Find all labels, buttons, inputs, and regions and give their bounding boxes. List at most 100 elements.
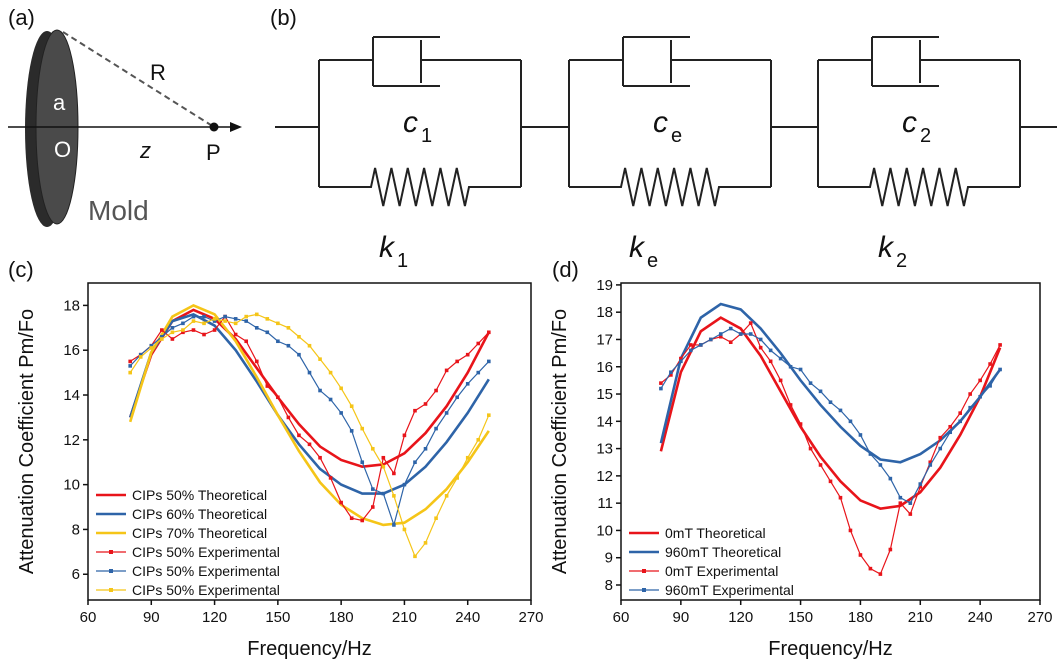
marker xyxy=(444,411,449,415)
marker xyxy=(818,389,823,394)
marker xyxy=(659,386,663,391)
x-tick-label: 60 xyxy=(613,609,630,626)
x-tick-label: 240 xyxy=(968,609,993,626)
x-tick-label: 120 xyxy=(202,609,227,626)
marker xyxy=(758,337,763,342)
series-line xyxy=(128,312,490,495)
marker xyxy=(679,356,683,361)
marker xyxy=(370,487,375,491)
marker xyxy=(908,512,913,516)
spring xyxy=(569,167,771,207)
marker xyxy=(978,394,982,399)
marker xyxy=(160,334,164,339)
marker xyxy=(318,455,322,460)
marker xyxy=(212,317,217,321)
symbol: c xyxy=(403,106,418,139)
marker xyxy=(381,455,386,460)
x-tick-label: 60 xyxy=(80,609,97,626)
x-tick-label: 90 xyxy=(673,609,690,626)
marker xyxy=(958,411,962,415)
mold-label: Mold xyxy=(88,195,149,226)
y-tick-label: 6 xyxy=(72,566,80,583)
legend-label: CIPs 50% Experimental xyxy=(132,544,280,560)
marker xyxy=(434,426,438,431)
marker xyxy=(669,373,673,377)
damper xyxy=(569,36,771,87)
marker xyxy=(413,408,417,413)
wire xyxy=(568,60,772,187)
y-tick-label: 9 xyxy=(605,550,613,567)
marker xyxy=(928,460,933,465)
x-tick-label: 270 xyxy=(1027,609,1052,626)
marker xyxy=(402,482,407,487)
y-tick-label: 18 xyxy=(596,304,613,321)
marker xyxy=(149,346,154,350)
marker xyxy=(898,501,903,505)
spring xyxy=(818,167,1020,207)
symbol: c xyxy=(902,106,917,139)
marker xyxy=(718,334,723,339)
label-o: O xyxy=(54,137,71,162)
marker xyxy=(191,319,196,323)
y-tick-label: 19 xyxy=(596,277,613,294)
legend-label: CIPs 50% Theoretical xyxy=(132,487,267,503)
marker xyxy=(898,495,903,500)
y-tick-label: 16 xyxy=(63,342,80,359)
marker xyxy=(254,359,259,364)
legend-marker xyxy=(109,588,113,592)
marker xyxy=(265,330,270,335)
marker xyxy=(423,402,428,406)
marker xyxy=(938,446,943,451)
subscript: e xyxy=(671,125,682,147)
y-tick-label: 16 xyxy=(596,359,613,376)
legend-label: 0mT Theoretical xyxy=(665,525,766,541)
symbol: k xyxy=(629,231,646,264)
marker xyxy=(349,429,354,433)
wire xyxy=(817,60,1021,187)
marker xyxy=(392,523,396,527)
legend-marker xyxy=(642,569,646,573)
marker xyxy=(223,314,227,319)
x-tick-label: 180 xyxy=(848,609,873,626)
label-a: a xyxy=(53,90,66,115)
marker xyxy=(328,370,333,375)
marker xyxy=(307,343,312,348)
marker xyxy=(138,352,143,357)
y-tick-label: 11 xyxy=(597,495,613,512)
marker xyxy=(858,553,863,557)
marker xyxy=(413,554,417,559)
legend-label: 960mT Experimental xyxy=(665,582,794,598)
marker xyxy=(328,476,333,480)
plot-frame xyxy=(620,282,1041,601)
marker xyxy=(360,426,365,431)
x-tick-label: 120 xyxy=(728,609,753,626)
legend-label: CIPs 50% Experimental xyxy=(132,563,280,579)
marker xyxy=(444,368,449,373)
label-z: z xyxy=(139,138,151,163)
legend-label: CIPs 50% Experimental xyxy=(132,582,280,598)
legend-label: 0mT Experimental xyxy=(665,563,778,579)
marker xyxy=(465,455,470,460)
marker xyxy=(998,343,1002,347)
marker xyxy=(758,345,763,350)
marker xyxy=(381,464,386,469)
subscript: 1 xyxy=(397,250,408,272)
marker xyxy=(748,321,753,325)
marker xyxy=(223,319,227,323)
x-axis-label: Frequency/Hz xyxy=(247,638,372,660)
marker xyxy=(349,516,354,521)
marker xyxy=(170,326,175,330)
arrow xyxy=(230,122,242,132)
marker xyxy=(265,317,270,321)
y-tick-label: 8 xyxy=(605,577,613,594)
y-tick-label: 14 xyxy=(596,413,613,430)
marker xyxy=(788,364,793,369)
marker xyxy=(838,495,843,500)
marker xyxy=(244,319,249,323)
marker xyxy=(392,471,396,476)
legend-label: 960mT Theoretical xyxy=(665,544,781,560)
marker xyxy=(202,332,206,337)
marker xyxy=(659,381,663,385)
marker xyxy=(828,400,833,405)
